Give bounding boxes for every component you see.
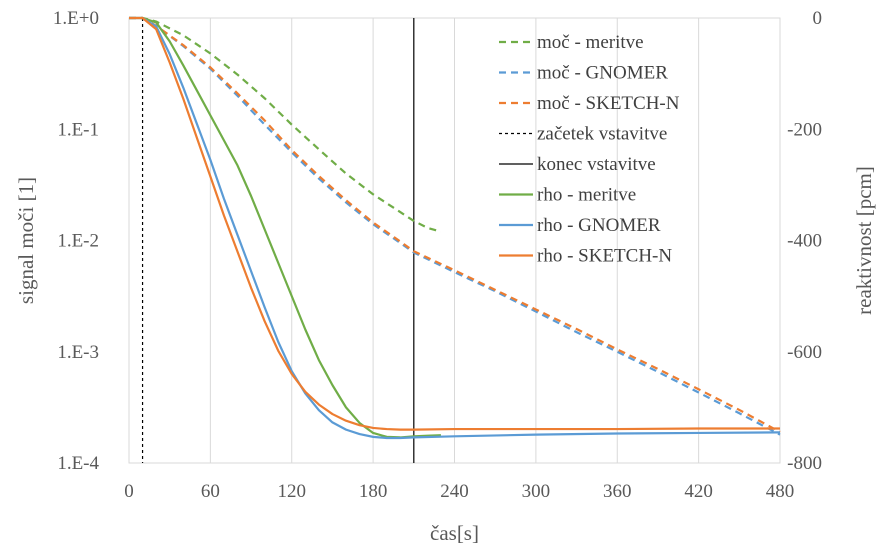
y-tick-label: 1.E-3 [57, 342, 99, 363]
y2-axis-title: reaktivnost [pcm] [852, 166, 876, 315]
x-tick-label: 240 [440, 481, 469, 502]
series-rho-sketch-n [129, 16, 780, 431]
legend-label-konec-vstavitve: konec vstavitve [537, 154, 656, 175]
y-axis-title: signal moči [1] [14, 177, 38, 304]
legend-label-rho-meritve: rho - meritve [537, 185, 636, 206]
x-tick-label: 360 [603, 481, 632, 502]
x-tick-label: 480 [766, 481, 795, 502]
y2-tick-label: -200 [787, 119, 822, 140]
y2-tick-label: -600 [787, 342, 822, 363]
y2-tick-label: -400 [787, 231, 822, 252]
legend-label-moc-sketch-n: moč - SKETCH-N [537, 93, 680, 114]
series-lines [129, 16, 781, 440]
x-tick-label: 420 [684, 481, 713, 502]
vertical-markers [141, 18, 415, 463]
legend: moč - meritve moč - GNOMER moč - SKETCH-N z… [499, 32, 680, 267]
x-tick-label: 180 [359, 481, 388, 502]
x-tick-label: 300 [522, 481, 551, 502]
x-tick-label: 0 [124, 481, 134, 502]
y2-tick-label: 0 [813, 8, 823, 29]
y-tick-label: 1.E-1 [57, 119, 99, 140]
vertical-gridlines [209, 18, 700, 463]
y2-tick-label: -800 [787, 453, 822, 474]
tick-labels: 0 60 120 180 240 300 360 420 480 1.E+0 1.E-1 1.E-2 1… [53, 8, 822, 502]
x-tick-label: 120 [278, 481, 307, 502]
legend-label-rho-sketch-n: rho - SKETCH-N [537, 246, 672, 267]
series-moc-sketch-n [129, 16, 781, 433]
x-tick-label: 60 [201, 481, 220, 502]
y-tick-label: 1.E-4 [57, 453, 99, 474]
legend-label-zacetek-vstavitve: začetek vstavitve [537, 124, 667, 145]
series-moc-meritve [129, 16, 442, 233]
series-moc-gnomer [129, 16, 781, 436]
series-rho-gnomer [129, 16, 781, 440]
axis-titles: čas[s] signal moči [1] reaktivnost [pcm] [14, 166, 876, 545]
y-tick-label: 1.E+0 [53, 8, 99, 29]
legend-label-rho-gnomer: rho - GNOMER [537, 215, 661, 236]
legend-label-moc-meritve: moč - meritve [537, 32, 644, 53]
plot-area [128, 17, 781, 464]
legend-label-moc-gnomer: moč - GNOMER [537, 63, 668, 84]
x-axis-title: čas[s] [430, 521, 479, 545]
y-tick-label: 1.E-2 [57, 231, 99, 252]
